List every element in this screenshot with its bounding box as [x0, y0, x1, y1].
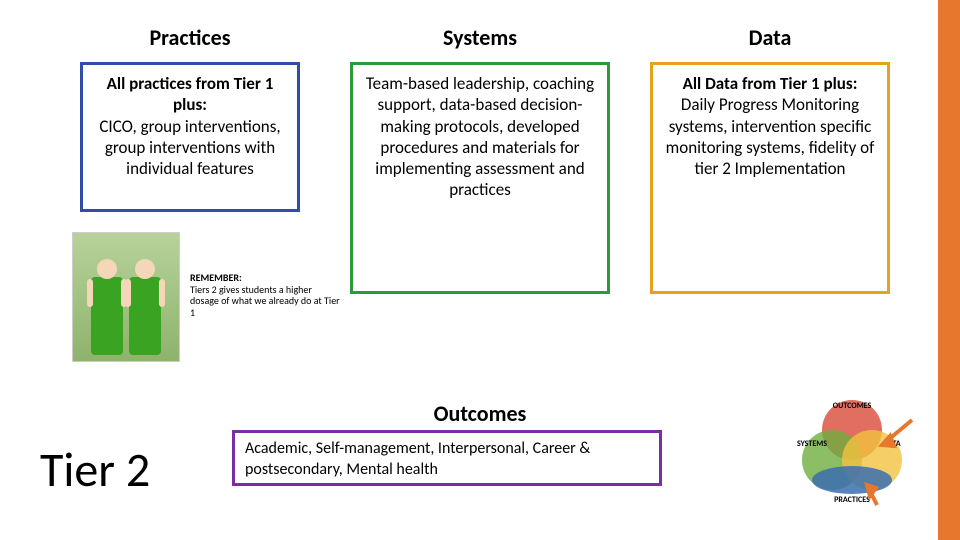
header-practices: Practices: [90, 24, 290, 51]
box-practices-text: All practices from Tier 1 plus:CICO, gro…: [99, 73, 280, 179]
venn-diagram: OUTCOMES SYSTEMS DATA PRACTICES: [782, 390, 922, 510]
box-systems: Team-based leadership, coaching support,…: [350, 62, 610, 294]
header-outcomes: Outcomes: [380, 400, 580, 427]
venn-label-systems: SYSTEMS: [797, 439, 827, 449]
venn-label-outcomes: OUTCOMES: [833, 401, 872, 411]
header-data: Data: [670, 24, 870, 51]
box-data: All Data from Tier 1 plus:Daily Progress…: [650, 62, 890, 294]
box-outcomes: Academic, Self-management, Interpersonal…: [232, 430, 662, 486]
box-data-text: All Data from Tier 1 plus:Daily Progress…: [666, 73, 875, 179]
remember-note: REMEMBER: Tiers 2 gives students a highe…: [190, 272, 340, 318]
venn-label-practices: PRACTICES: [834, 495, 870, 505]
remember-text: Tiers 2 gives students a higher dosage o…: [190, 283, 340, 319]
photo-placeholder: [72, 232, 180, 362]
header-systems: Systems: [380, 24, 580, 51]
box-practices: All practices from Tier 1 plus:CICO, gro…: [80, 62, 300, 212]
slide: Practices Systems Data All practices fro…: [0, 0, 960, 540]
accent-bar: [938, 0, 960, 540]
tier-label: Tier 2: [40, 440, 150, 499]
